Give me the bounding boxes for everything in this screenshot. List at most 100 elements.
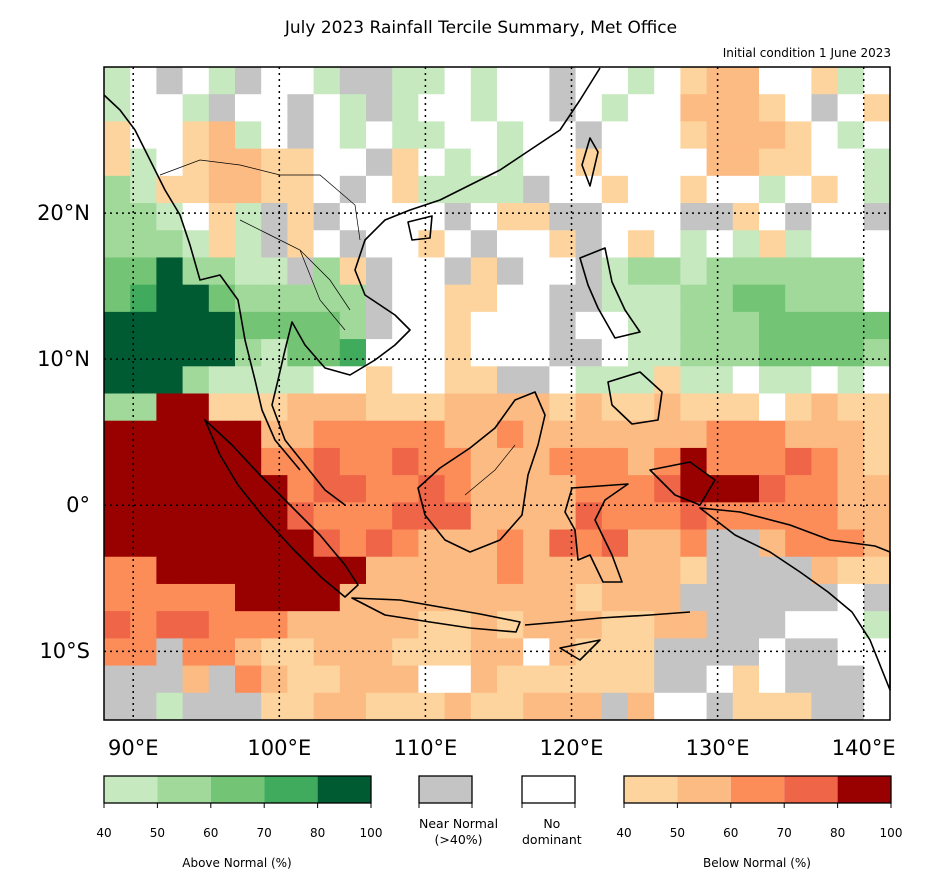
grid-cell <box>182 611 210 639</box>
latitude-label: 10°N <box>37 347 90 372</box>
grid-cell <box>182 393 210 422</box>
grid-cell <box>104 502 131 531</box>
grid-cell <box>706 203 734 231</box>
grid-cell <box>759 67 786 95</box>
grid-cell <box>366 94 393 122</box>
mindanao <box>607 371 663 425</box>
grid-cell <box>497 475 524 503</box>
grid-cell <box>863 638 891 667</box>
grid-cell <box>392 447 419 476</box>
grid-cell <box>287 121 315 150</box>
grid-cell <box>366 502 393 531</box>
grid-cell <box>706 230 734 258</box>
grid-cell <box>418 556 446 585</box>
coastlines <box>103 67 891 691</box>
grid-cell <box>261 556 288 585</box>
grid-cell <box>654 611 681 639</box>
grid-cell <box>261 611 288 639</box>
grid-cell <box>523 257 550 286</box>
grid-cell <box>418 311 446 340</box>
grid-cell <box>601 94 629 122</box>
grid-cell <box>811 475 839 503</box>
grid-cell <box>313 502 341 531</box>
map-frame <box>103 66 891 721</box>
grid-cell <box>261 94 288 122</box>
grid-cell <box>261 175 288 204</box>
grid-cell <box>130 339 157 367</box>
grid-cell <box>811 203 839 231</box>
grid-cell <box>366 311 393 340</box>
grid-cell <box>470 94 498 122</box>
near-normal-text: Near Normal (>40%) <box>419 816 499 847</box>
grid-cell <box>182 311 210 340</box>
grid-cell <box>130 121 157 150</box>
grid-cell <box>470 556 498 585</box>
grid-cell <box>104 475 131 503</box>
grid-cell <box>654 638 681 667</box>
grid-cell <box>392 121 419 150</box>
grid-cell <box>601 311 629 340</box>
grid-cell <box>680 692 708 721</box>
new-guinea <box>699 507 891 691</box>
grid-cell <box>837 257 865 286</box>
grid-cell <box>392 203 419 231</box>
grid-cell <box>287 284 315 313</box>
grid-cell <box>235 420 262 449</box>
grid-cell <box>470 175 498 204</box>
grid-cell <box>759 175 786 204</box>
grid-cell <box>732 366 760 394</box>
grid-cell <box>706 366 734 394</box>
grid-cell <box>366 393 393 422</box>
grid-cell <box>732 339 760 367</box>
grid-cell <box>680 284 708 313</box>
below-normal-colorbar-swatch <box>624 776 678 803</box>
grid-cell <box>837 339 865 367</box>
sumatra <box>204 419 359 598</box>
grid-cell <box>863 94 891 122</box>
grid-cell <box>863 366 891 394</box>
grid-cell <box>261 257 288 286</box>
grid-cell <box>418 230 446 258</box>
grid-cell <box>811 67 839 95</box>
grid-cell <box>104 583 131 612</box>
grid-cell <box>759 257 786 286</box>
grid-cell <box>156 230 184 258</box>
grid-cell <box>156 148 184 177</box>
grid-cell <box>785 420 812 449</box>
above-normal-label: Above Normal (%) <box>182 856 292 870</box>
grid-cell <box>339 393 367 422</box>
grid-cell <box>837 475 865 503</box>
latitude-label: 0° <box>66 493 90 518</box>
grid-cell <box>156 339 184 367</box>
grid-cell <box>785 692 812 721</box>
grid-cell <box>732 148 760 177</box>
grid-cell <box>706 148 734 177</box>
grid-cell <box>261 502 288 531</box>
grid-cell <box>628 284 655 313</box>
latitude-label: 10°S <box>39 639 90 664</box>
grid-cell <box>208 665 236 694</box>
grid-cell <box>208 393 236 422</box>
grid-cell <box>785 230 812 258</box>
grid-cell <box>706 175 734 204</box>
grid-cell <box>628 148 655 177</box>
grid-cell <box>863 556 891 585</box>
grid-cell <box>575 692 603 721</box>
grid-cell <box>497 339 524 367</box>
grid-cell <box>837 311 865 340</box>
grid-cell <box>837 393 865 422</box>
grid-cell <box>680 257 708 286</box>
grid-cell <box>785 611 812 639</box>
grid-cell <box>785 67 812 95</box>
grid-cell <box>104 556 131 585</box>
grid-cell <box>601 339 629 367</box>
grid-cell <box>261 230 288 258</box>
grid-cell <box>785 393 812 422</box>
grid-cell <box>523 67 550 95</box>
grid-cell <box>575 121 603 150</box>
grid-cell <box>444 638 472 667</box>
grid-cell <box>130 420 157 449</box>
grid-cell <box>208 556 236 585</box>
grid-cell <box>104 339 131 367</box>
grid-cell <box>208 583 236 612</box>
